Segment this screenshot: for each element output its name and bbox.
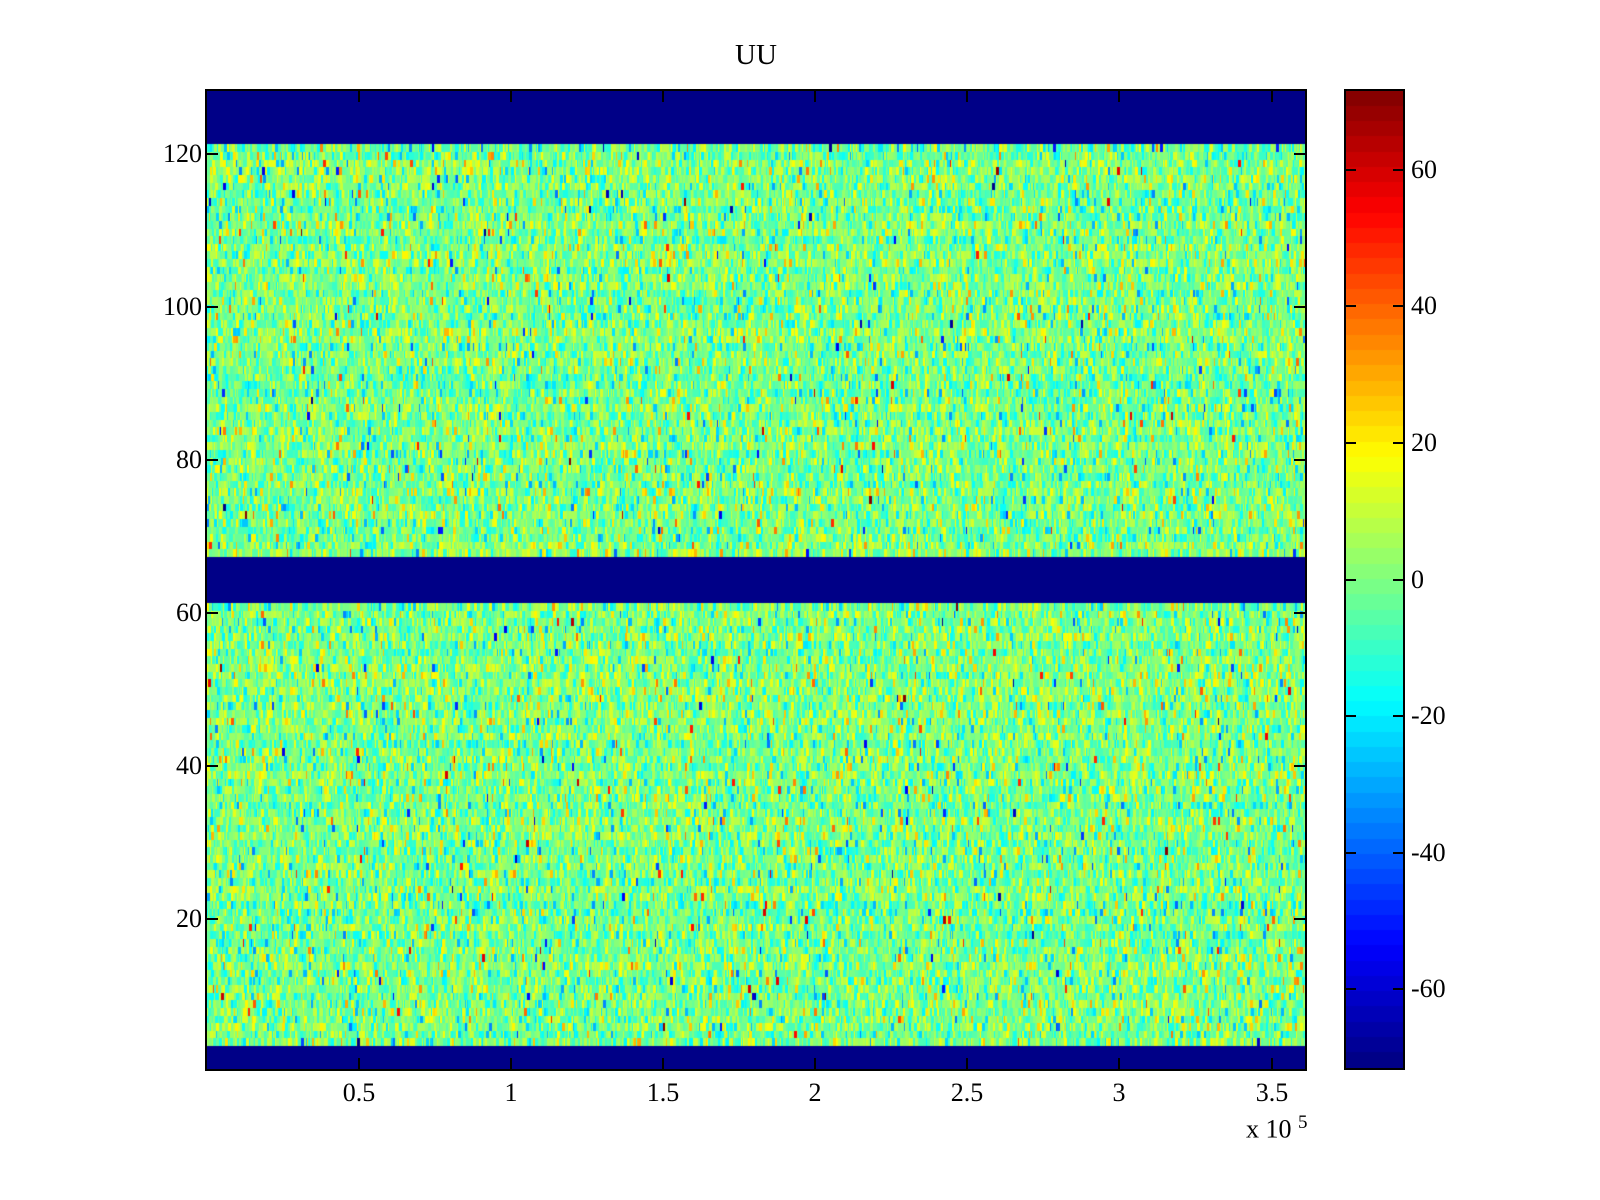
colorbar-tick-right xyxy=(1393,579,1403,581)
y-tick-right xyxy=(1294,306,1305,308)
y-tick-label: 60 xyxy=(176,598,202,627)
colorbar-tick-left xyxy=(1346,579,1356,581)
colorbar-tick-label: 0 xyxy=(1411,565,1424,594)
x-tick-top xyxy=(1118,91,1120,102)
colorbar-tick-label: 40 xyxy=(1411,291,1437,320)
y-tick-left xyxy=(207,918,218,920)
y-tick-left xyxy=(207,612,218,614)
y-tick-left xyxy=(207,153,218,155)
colorbar-tick-left xyxy=(1346,169,1356,171)
x-tick-label: 2.5 xyxy=(950,1078,984,1107)
colorbar-tick-left xyxy=(1346,988,1356,990)
x-tick-label: 0.5 xyxy=(342,1078,376,1107)
colorbar-tick-left xyxy=(1346,442,1356,444)
x-axis-multiplier: x 10 5 xyxy=(1246,1112,1308,1145)
x-tick-bottom xyxy=(1271,1058,1273,1069)
colorbar-tick-right xyxy=(1393,715,1403,717)
colorbar-tick-label: -40 xyxy=(1411,838,1446,867)
x-tick-bottom xyxy=(358,1058,360,1069)
x-tick-top xyxy=(510,91,512,102)
y-tick-label: 40 xyxy=(176,751,202,780)
colorbar-tick-left xyxy=(1346,715,1356,717)
x-tick-bottom xyxy=(510,1058,512,1069)
y-tick-label: 80 xyxy=(176,445,202,474)
x-tick-label: 1.5 xyxy=(646,1078,680,1107)
y-tick-right xyxy=(1294,765,1305,767)
colorbar-tick-label: 60 xyxy=(1411,155,1437,184)
x-tick-top xyxy=(966,91,968,102)
y-tick-label: 20 xyxy=(176,904,202,933)
y-tick-right xyxy=(1294,459,1305,461)
colorbar-tick-right xyxy=(1393,852,1403,854)
colorbar-tick-label: -60 xyxy=(1411,974,1446,1003)
y-tick-right xyxy=(1294,612,1305,614)
colorbar-tick-right xyxy=(1393,169,1403,171)
colorbar-tick-label: -20 xyxy=(1411,701,1446,730)
colorbar-tick-left xyxy=(1346,305,1356,307)
y-tick-label: 120 xyxy=(163,139,202,168)
x-tick-top xyxy=(814,91,816,102)
x-tick-label: 3 xyxy=(1112,1078,1126,1107)
x-tick-top xyxy=(662,91,664,102)
x-tick-top xyxy=(358,91,360,102)
y-tick-right xyxy=(1294,918,1305,920)
y-tick-right xyxy=(1294,153,1305,155)
x-tick-bottom xyxy=(814,1058,816,1069)
x-tick-bottom xyxy=(1118,1058,1120,1069)
colorbar-tick-right xyxy=(1393,442,1403,444)
x-tick-label: 3.5 xyxy=(1255,1078,1289,1107)
colorbar-tick-left xyxy=(1346,852,1356,854)
heatmap-canvas xyxy=(207,91,1305,1069)
chart-title: UU xyxy=(735,39,777,71)
x-tick-bottom xyxy=(966,1058,968,1069)
y-tick-left xyxy=(207,459,218,461)
colorbar-tick-right xyxy=(1393,305,1403,307)
y-tick-left xyxy=(207,765,218,767)
colorbar-tick-label: 20 xyxy=(1411,428,1437,457)
y-tick-label: 100 xyxy=(163,292,202,321)
x-axis-multiplier-exponent: 5 xyxy=(1298,1112,1308,1133)
x-axis-multiplier-base: x 10 xyxy=(1246,1114,1292,1144)
x-tick-bottom xyxy=(662,1058,664,1069)
y-tick-left xyxy=(207,306,218,308)
x-tick-label: 2 xyxy=(808,1078,822,1107)
x-tick-label: 1 xyxy=(504,1078,518,1107)
x-tick-top xyxy=(1271,91,1273,102)
colorbar-tick-right xyxy=(1393,988,1403,990)
